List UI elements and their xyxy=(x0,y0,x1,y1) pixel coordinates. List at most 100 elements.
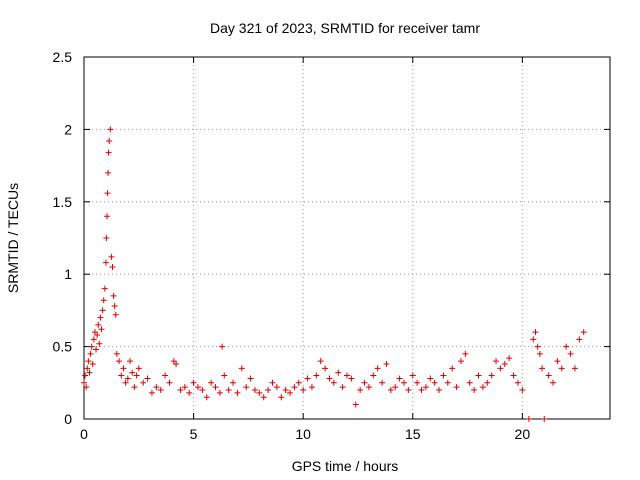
plot-frame xyxy=(83,56,611,420)
data-point xyxy=(162,372,169,379)
data-point xyxy=(102,259,109,266)
data-point xyxy=(273,384,280,391)
data-point xyxy=(107,126,114,133)
x-tick-label: 5 xyxy=(190,426,198,442)
data-point xyxy=(88,343,95,350)
data-point xyxy=(414,379,421,386)
y-tick-label: 0 xyxy=(64,411,72,427)
data-point xyxy=(97,314,104,321)
y-axis-label: SRMTID / TECUs xyxy=(5,183,21,293)
data-point xyxy=(230,379,237,386)
data-point xyxy=(567,350,574,357)
data-point xyxy=(370,372,377,379)
data-point xyxy=(457,358,464,365)
data-point xyxy=(365,384,372,391)
data-point xyxy=(95,321,102,328)
data-point xyxy=(144,375,151,382)
data-point xyxy=(127,358,134,365)
data-point xyxy=(269,379,276,386)
data-point xyxy=(133,372,140,379)
data-point xyxy=(157,387,164,394)
data-point xyxy=(173,360,180,367)
data-point xyxy=(466,379,473,386)
data-point xyxy=(93,346,100,353)
data-point xyxy=(153,384,160,391)
data-point xyxy=(81,379,87,386)
data-point xyxy=(545,372,552,379)
axis-ticks: 0 5 10 15 20 0 0.5 1 1.5 2 2.5 xyxy=(53,49,610,442)
data-point xyxy=(475,372,482,379)
data-point xyxy=(436,387,443,394)
data-point xyxy=(105,169,112,176)
x-tick-label: 15 xyxy=(405,426,421,442)
data-point xyxy=(203,394,210,401)
data-point xyxy=(118,372,125,379)
data-point xyxy=(427,375,434,382)
data-point xyxy=(479,384,486,391)
data-point xyxy=(392,384,399,391)
y-tick-label: 1.5 xyxy=(53,194,73,210)
y-tick-label: 1 xyxy=(64,266,72,282)
data-point xyxy=(387,387,394,394)
data-point xyxy=(501,360,508,367)
data-point xyxy=(98,326,105,333)
data-point xyxy=(190,379,197,386)
data-point xyxy=(87,350,94,357)
data-point xyxy=(186,389,193,396)
data-point xyxy=(135,365,142,372)
data-point xyxy=(86,369,93,376)
data-point xyxy=(563,343,570,350)
data-point xyxy=(101,285,108,292)
data-point xyxy=(539,365,546,372)
data-point xyxy=(166,379,173,386)
y-tick-label: 2.5 xyxy=(53,49,73,65)
data-point xyxy=(580,329,587,336)
data-point xyxy=(90,336,97,343)
data-point xyxy=(440,372,447,379)
data-point xyxy=(94,332,101,339)
data-point xyxy=(352,401,359,408)
data-point xyxy=(449,365,456,372)
data-point xyxy=(361,379,368,386)
data-point xyxy=(251,387,258,394)
data-point xyxy=(238,365,245,372)
data-point xyxy=(110,292,117,299)
data-point xyxy=(471,387,478,394)
data-point xyxy=(493,358,500,365)
data-point xyxy=(534,343,541,350)
y-tick-label: 2 xyxy=(64,121,72,137)
data-point xyxy=(194,384,201,391)
data-point xyxy=(344,372,350,379)
x-axis-label: GPS time / hours xyxy=(292,458,399,474)
data-point xyxy=(112,311,119,318)
data-point xyxy=(339,384,346,391)
data-point xyxy=(313,372,320,379)
data-point xyxy=(497,365,504,372)
data-point xyxy=(96,340,103,347)
data-point xyxy=(304,375,311,382)
data-point xyxy=(208,379,215,386)
data-point xyxy=(113,350,120,357)
data-point xyxy=(335,369,342,376)
data-point xyxy=(131,384,138,391)
data-point xyxy=(348,375,355,382)
data-point xyxy=(103,235,110,241)
data-point xyxy=(374,365,381,372)
data-point xyxy=(379,379,386,386)
data-point xyxy=(177,387,184,394)
data-point xyxy=(536,350,543,357)
data-point xyxy=(525,416,532,422)
data-point xyxy=(462,350,469,357)
data-point xyxy=(140,379,147,386)
data-point xyxy=(148,389,155,396)
data-point xyxy=(488,372,495,379)
data-point xyxy=(550,379,557,386)
data-point xyxy=(116,358,123,365)
data-point xyxy=(400,379,407,386)
data-point xyxy=(541,416,548,422)
x-tick-label: 20 xyxy=(515,426,531,442)
data-point xyxy=(453,384,460,391)
data-point xyxy=(260,394,267,401)
data-point xyxy=(330,379,337,386)
data-point xyxy=(532,329,539,336)
